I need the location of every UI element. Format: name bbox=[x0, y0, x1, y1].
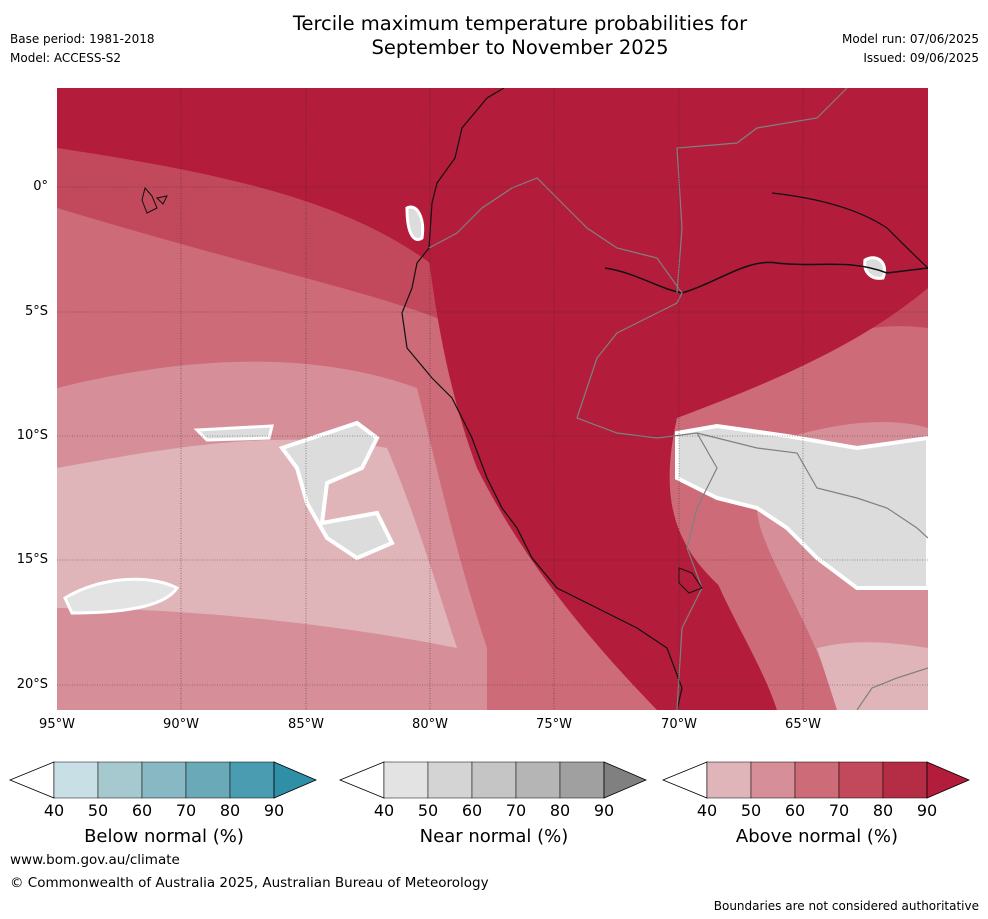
near-normal-patch-ne bbox=[863, 256, 886, 280]
title-line-2: September to November 2025 bbox=[371, 36, 669, 59]
lon-label-85w: 85°W bbox=[288, 717, 324, 732]
legend-below-tick-60: 60 bbox=[131, 801, 153, 820]
legend-near-label: Near normal (%) bbox=[419, 826, 569, 847]
lat-label-15s: 15°S bbox=[16, 552, 48, 567]
issued-date: Issued: 09/06/2025 bbox=[863, 51, 979, 65]
copyright-text: © Commonwealth of Australia 2025, Austra… bbox=[10, 875, 489, 891]
boundaries-disclaimer: Boundaries are not considered authoritat… bbox=[713, 899, 979, 913]
base-period: Base period: 1981-2018 bbox=[10, 32, 155, 46]
lat-label-20s: 20°S bbox=[16, 677, 48, 692]
legend-below-label: Below normal (%) bbox=[84, 826, 244, 847]
border-bolivia-brazil bbox=[696, 432, 928, 539]
probability-map bbox=[57, 88, 928, 710]
band-50-southeast bbox=[817, 642, 928, 710]
legend-above-tick-70: 70 bbox=[828, 801, 850, 820]
legend-below-tick-50: 50 bbox=[87, 801, 109, 820]
country-borders bbox=[428, 177, 718, 710]
lat-label-5s: 5°S bbox=[24, 304, 48, 319]
border-colombia-brazil bbox=[676, 88, 848, 294]
legend-below-tick-70: 70 bbox=[175, 801, 197, 820]
galapagos-island-small bbox=[155, 195, 168, 205]
lon-label-75w: 75°W bbox=[536, 717, 572, 732]
website-link[interactable]: www.bom.gov.au/climate bbox=[10, 852, 180, 868]
legend-above-label: Above normal (%) bbox=[735, 826, 899, 847]
legend-above-tick-50: 50 bbox=[740, 801, 762, 820]
lon-label-80w: 80°W bbox=[412, 717, 448, 732]
coastline bbox=[401, 88, 683, 710]
legend-near-tick-60: 60 bbox=[461, 801, 483, 820]
near-normal-patch-small bbox=[193, 424, 274, 442]
map-title: Tercile maximum temperature probabilitie… bbox=[0, 12, 988, 60]
legend-below-tick-90: 90 bbox=[263, 801, 285, 820]
legend-above-tick-90: 90 bbox=[916, 801, 938, 820]
legend-above-normal bbox=[661, 761, 971, 799]
legend-near-normal bbox=[338, 761, 648, 799]
border-paraguay bbox=[856, 667, 928, 710]
model-run: Model run: 07/06/2025 bbox=[841, 32, 979, 46]
grid-lines bbox=[57, 88, 928, 710]
galapagos-islands bbox=[141, 186, 158, 214]
lon-label-65w: 65°W bbox=[785, 717, 821, 732]
band-90-inland bbox=[417, 108, 928, 710]
legend-above-tick-80: 80 bbox=[872, 801, 894, 820]
legend-below-tick-40: 40 bbox=[43, 801, 65, 820]
lat-label-10s: 10°S bbox=[16, 428, 48, 443]
legend-above-tick-60: 60 bbox=[784, 801, 806, 820]
rio-negro bbox=[771, 192, 928, 269]
lon-label-95w: 95°W bbox=[39, 717, 75, 732]
near-normal-patch-coast bbox=[405, 205, 425, 241]
legend-near-tick-40: 40 bbox=[373, 801, 395, 820]
legend-near-tick-90: 90 bbox=[593, 801, 615, 820]
legend-near-tick-50: 50 bbox=[417, 801, 439, 820]
near-normal-patch-west bbox=[63, 577, 180, 615]
near-normal-patch-central bbox=[278, 420, 395, 561]
legend-below-tick-80: 80 bbox=[219, 801, 241, 820]
lat-label-0: 0° bbox=[33, 179, 48, 194]
amazon-river bbox=[604, 261, 928, 294]
model-name: Model: ACCESS-S2 bbox=[10, 51, 122, 65]
legend-near-tick-70: 70 bbox=[505, 801, 527, 820]
legend-above-tick-40: 40 bbox=[696, 801, 718, 820]
lon-label-70w: 70°W bbox=[661, 717, 697, 732]
lon-label-90w: 90°W bbox=[163, 717, 199, 732]
legend-below-normal bbox=[8, 761, 318, 799]
legend-near-tick-80: 80 bbox=[549, 801, 571, 820]
title-line-1: Tercile maximum temperature probabilitie… bbox=[292, 12, 748, 35]
